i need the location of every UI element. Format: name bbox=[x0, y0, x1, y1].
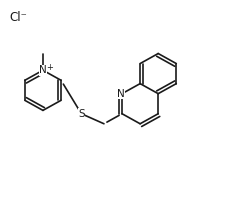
Text: S: S bbox=[78, 109, 84, 119]
Text: N: N bbox=[117, 89, 124, 99]
Text: Cl⁻: Cl⁻ bbox=[9, 11, 27, 24]
Text: +: + bbox=[46, 63, 52, 72]
Text: N: N bbox=[39, 65, 47, 75]
